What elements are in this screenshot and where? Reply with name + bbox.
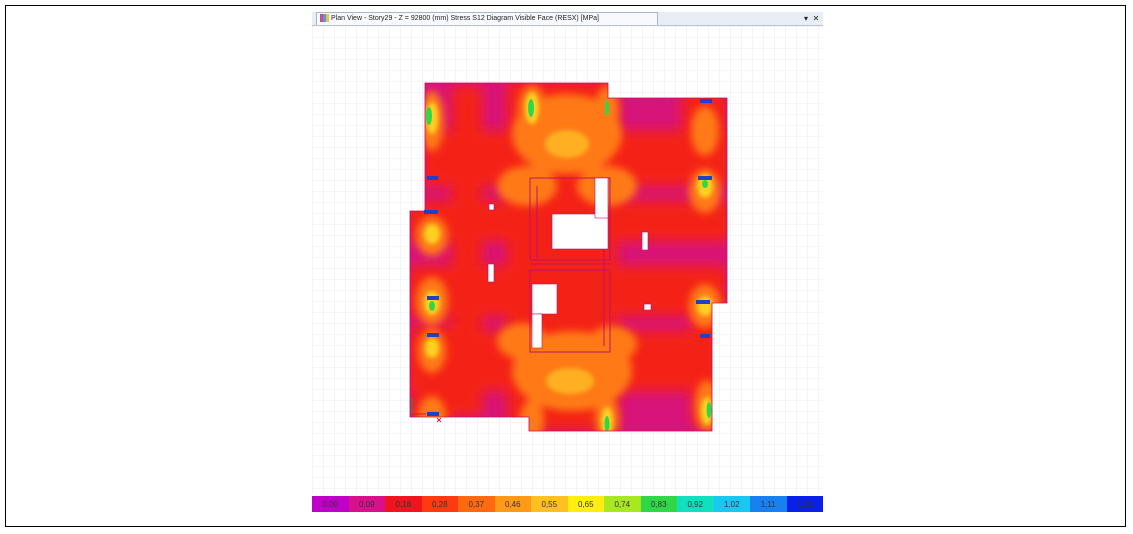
legend-item: 1,02 xyxy=(713,496,750,512)
legend-item: 0,65 xyxy=(567,496,604,512)
legend-item: 0,09 xyxy=(348,496,385,512)
legend-item: 0,46 xyxy=(494,496,531,512)
green-peaks xyxy=(426,99,712,431)
slab-contours xyxy=(410,83,727,431)
stress-legend: 0,00 0,09 0,18 0,28 0,37 0,46 0,55 0,65 … xyxy=(312,496,823,512)
support-markers xyxy=(424,99,712,416)
close-icon[interactable]: ✕ xyxy=(812,14,820,23)
legend-item: 1,11 xyxy=(750,496,787,512)
window-titlebar: Plan View - Story29 - Z = 92800 (mm) Str… xyxy=(312,12,823,26)
legend-item: 0,00 xyxy=(312,496,349,512)
window-title: Plan View - Story29 - Z = 92800 (mm) Str… xyxy=(331,15,599,22)
slab-outline xyxy=(409,82,728,432)
axis-icon xyxy=(411,398,442,423)
dropdown-icon[interactable]: ▾ xyxy=(803,14,808,23)
plan-view-icon xyxy=(320,14,329,22)
legend-item: 0,55 xyxy=(531,496,568,512)
legend-item: 1,20 xyxy=(786,496,823,512)
legend-item: 0,83 xyxy=(640,496,677,512)
plan-view-window: Plan View - Story29 - Z = 92800 (mm) Str… xyxy=(312,12,823,512)
legend-item: 0,18 xyxy=(385,496,422,512)
legend-item: 0,28 xyxy=(421,496,458,512)
legend-item: 0,92 xyxy=(677,496,714,512)
legend-item: 0,74 xyxy=(604,496,641,512)
stress-contour-plot[interactable] xyxy=(312,26,823,494)
openings xyxy=(487,177,652,349)
tab-plan-view[interactable]: Plan View - Story29 - Z = 92800 (mm) Str… xyxy=(316,12,658,25)
legend-item: 0,37 xyxy=(458,496,495,512)
